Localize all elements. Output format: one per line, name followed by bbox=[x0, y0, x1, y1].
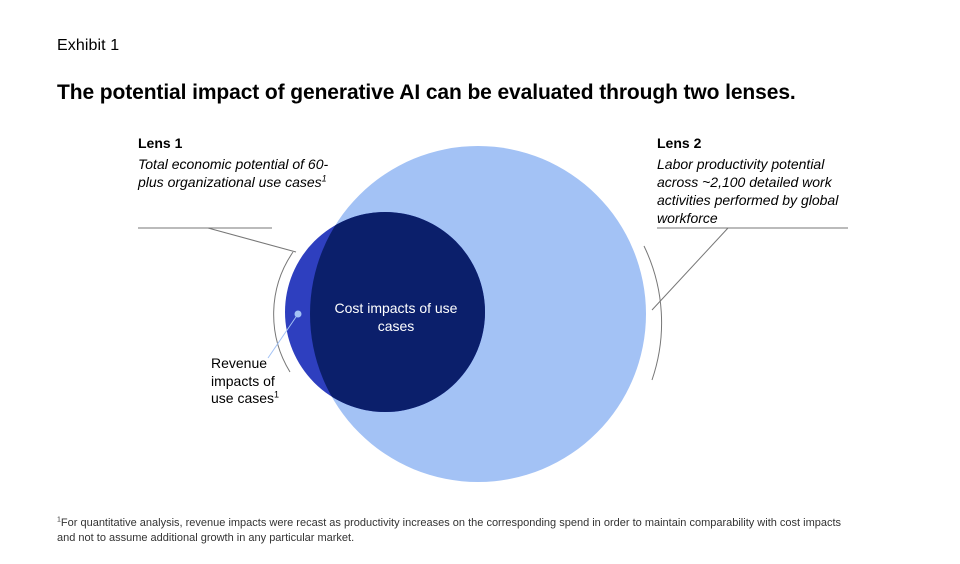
footnote: 1For quantitative analysis, revenue impa… bbox=[57, 516, 857, 546]
lens-1-bracket bbox=[273, 251, 294, 373]
lens-2-title: Lens 2 bbox=[657, 135, 702, 151]
lens-2-connector bbox=[651, 227, 729, 311]
lens-2-bracket bbox=[643, 245, 663, 381]
revenue-impacts-text: Revenue impacts of use cases bbox=[211, 355, 275, 406]
revenue-pointer-dot bbox=[294, 310, 302, 318]
lens-1-block: Lens 1 Total economic potential of 60-pl… bbox=[138, 134, 353, 191]
footnote-marker: 1 bbox=[57, 516, 61, 524]
lens-1-connector bbox=[207, 227, 297, 253]
exhibit-label: Exhibit 1 bbox=[57, 37, 120, 54]
cost-impacts-label: Cost impacts of use cases bbox=[334, 300, 458, 334]
footnote-text: For quantitative analysis, revenue impac… bbox=[57, 517, 842, 544]
revenue-footnote-marker: 1 bbox=[274, 389, 280, 400]
lens-2-description: Labor productivity potential across ~2,1… bbox=[657, 156, 839, 226]
lens-1-description-text: Total economic potential of 60-plus orga… bbox=[138, 156, 329, 190]
lens-1-title: Lens 1 bbox=[138, 135, 183, 151]
revenue-impacts-label: Revenue impacts of use cases1 bbox=[211, 355, 301, 408]
lens-1-footnote-marker: 1 bbox=[321, 173, 327, 184]
lens-2-block: Lens 2 Labor productivity potential acro… bbox=[657, 134, 857, 227]
overlap-region bbox=[310, 212, 485, 412]
revenue-pointer bbox=[267, 313, 299, 359]
page-title: The potential impact of generative AI ca… bbox=[57, 81, 796, 104]
lens-1-description: Total economic potential of 60-plus orga… bbox=[138, 155, 353, 191]
